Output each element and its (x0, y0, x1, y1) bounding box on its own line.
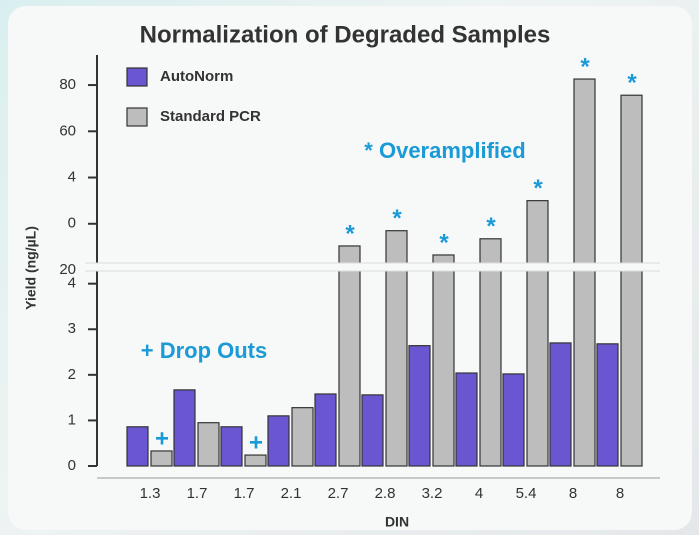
annotation: + Drop Outs (141, 338, 268, 363)
bar (126, 426, 149, 467)
y-axis-label: Yield (ng/µL) (23, 226, 39, 310)
bar-marker: * (345, 220, 355, 247)
bar-marker: * (627, 70, 637, 97)
legend-swatch (126, 107, 148, 127)
y2-tick-label: 4 (68, 168, 76, 185)
legend-label: Standard PCR (160, 108, 261, 125)
bar (197, 422, 220, 467)
bar-marker: * (486, 213, 496, 240)
bar (361, 394, 384, 467)
x-tick-label: 8 (616, 485, 624, 502)
bar (338, 245, 361, 467)
x-tick-label: 2.1 (281, 485, 302, 502)
y-tick-label: 0 (68, 457, 76, 474)
bar (502, 373, 525, 467)
y-tick-label: 1 (68, 411, 76, 428)
x-axis-label: DIN (385, 514, 409, 530)
y2-tick-label: 20 (59, 261, 76, 278)
legend-label: AutoNorm (160, 68, 233, 85)
x-tick-label: 1.7 (234, 485, 255, 502)
chart-title: Normalization of Degraded Samples (140, 21, 551, 48)
y2-tick-label: 60 (59, 122, 76, 139)
bar (549, 342, 572, 467)
bar-marker: * (392, 205, 402, 232)
axis-break (85, 263, 660, 271)
bar (173, 389, 196, 467)
bar-marker: * (439, 229, 449, 256)
annotation: * Overamplified (364, 138, 525, 163)
bar (220, 426, 243, 467)
bar (432, 254, 455, 467)
bar (479, 238, 502, 467)
bar (573, 78, 596, 467)
bar (455, 372, 478, 467)
x-tick-label: 3.2 (422, 485, 443, 502)
bar (291, 407, 314, 467)
legend-swatch (126, 67, 148, 87)
y-tick-label: 4 (68, 275, 76, 292)
x-tick-label: 2.8 (375, 485, 396, 502)
y-tick-label: 3 (68, 320, 76, 337)
bar (526, 200, 549, 467)
bar-marker: * (580, 53, 590, 80)
y2-tick-label: 0 (68, 215, 76, 232)
bar (385, 230, 408, 467)
x-tick-label: 5.4 (516, 485, 537, 502)
bar (596, 343, 619, 467)
x-tick-label: 4 (475, 485, 483, 502)
bar (314, 393, 337, 467)
x-tick-label: 1.3 (140, 485, 161, 502)
bar-marker: + (249, 429, 263, 456)
x-tick-label: 1.7 (187, 485, 208, 502)
bar (408, 345, 431, 467)
bar (244, 454, 267, 467)
bar (150, 450, 173, 467)
y2-tick-label: 80 (59, 76, 76, 93)
bar (267, 415, 290, 467)
x-tick-label: 2.7 (328, 485, 349, 502)
bar (620, 94, 643, 467)
x-tick-label: 8 (569, 485, 577, 502)
bar-marker: + (155, 425, 169, 452)
y-tick-label: 2 (68, 366, 76, 383)
bar-marker: * (533, 175, 543, 202)
